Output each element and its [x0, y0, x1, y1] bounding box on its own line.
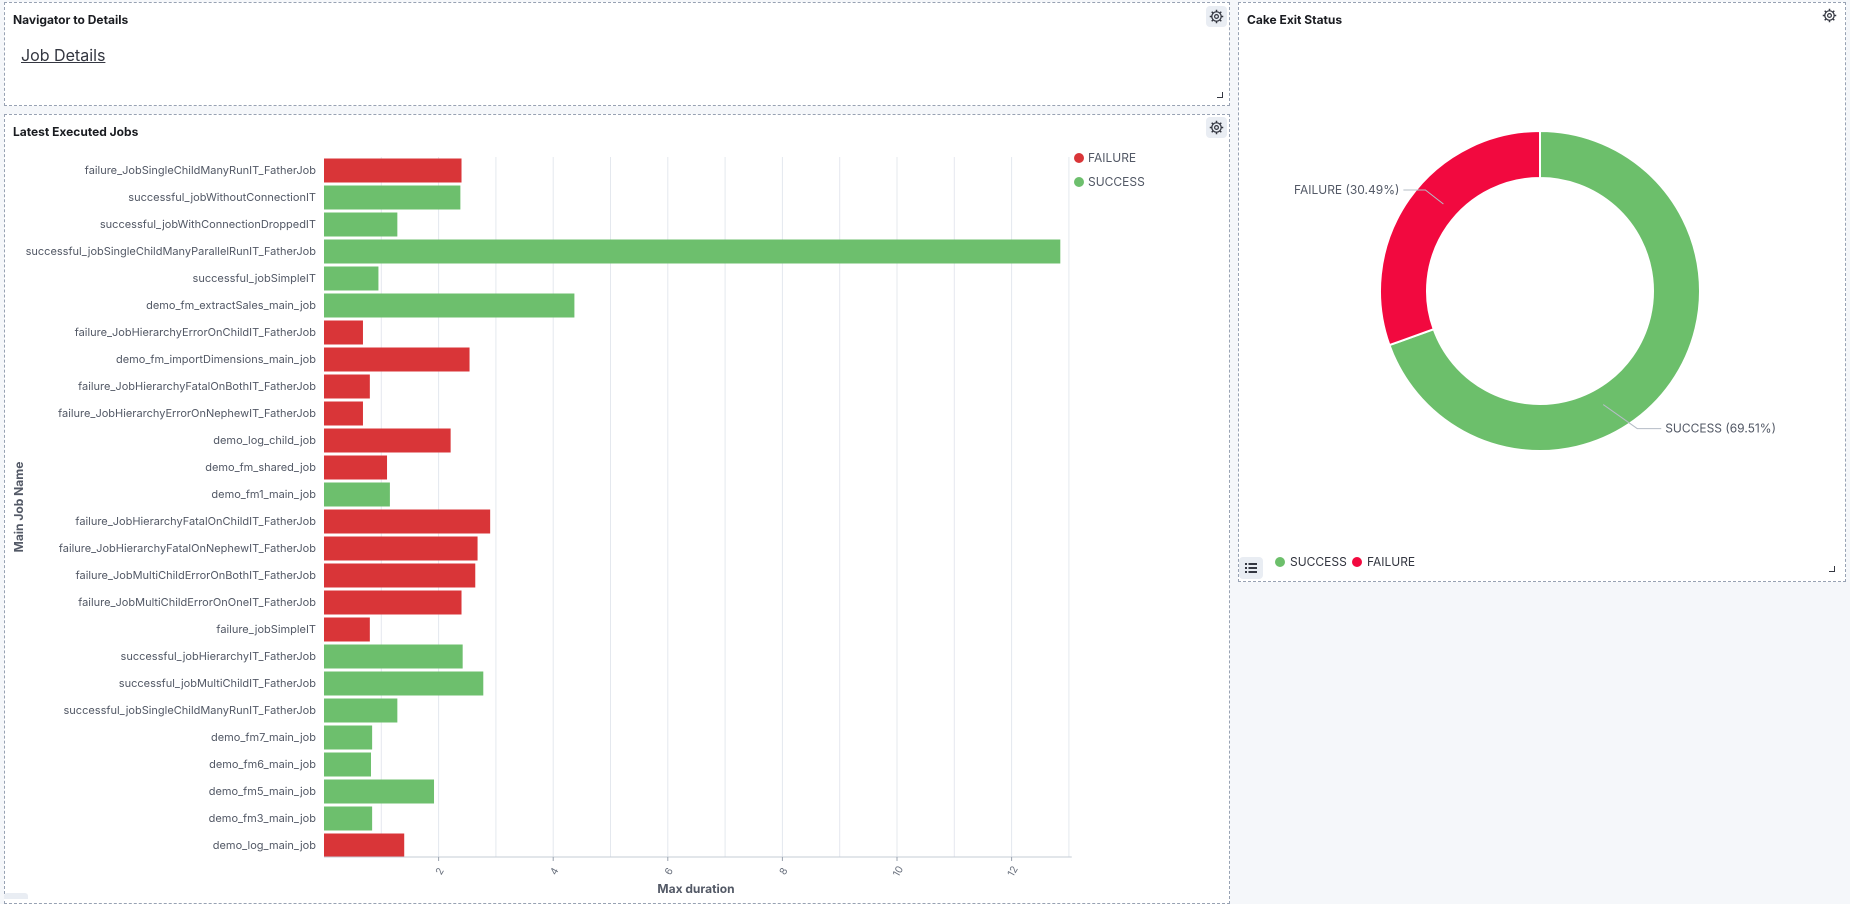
bar	[324, 320, 363, 345]
bar	[324, 374, 370, 399]
category-label: failure_JobHierarchyFatalOnNephewIT_Fath…	[59, 541, 316, 555]
gear-icon	[1209, 120, 1224, 135]
latest-jobs-bar-chart: failure_JobSingleChildManyRunIT_FatherJo…	[11, 150, 1145, 896]
category-label: successful_jobSingleChildManyRunIT_Fathe…	[64, 703, 317, 717]
latest-jobs-options-button[interactable]	[1206, 117, 1227, 138]
pie-legend-success-label: SUCCESS	[1290, 554, 1347, 569]
x-tick-label: 4	[548, 866, 562, 878]
bar	[324, 347, 470, 372]
category-label: failure_JobHierarchyFatalOnChildIT_Fathe…	[75, 514, 316, 528]
bar	[324, 509, 491, 534]
cake-options-button[interactable]	[1819, 5, 1840, 26]
category-label: demo_fm6_main_job	[209, 757, 316, 771]
success-dot-icon	[1275, 556, 1285, 567]
navigator-panel: Navigator to Details Job Details	[4, 2, 1230, 106]
category-label: demo_fm3_main_job	[209, 811, 317, 825]
y-axis-label: Main Job Name	[11, 462, 26, 553]
bar	[324, 833, 405, 858]
category-label: demo_fm_importDimensions_main_job	[116, 352, 316, 366]
bar	[324, 293, 575, 318]
navigator-options-button[interactable]	[1206, 6, 1227, 27]
slice-success	[1388, 129, 1701, 452]
category-label: failure_JobHierarchyErrorOnChildIT_Fathe…	[75, 325, 317, 339]
gear-icon	[1822, 8, 1837, 23]
category-label: demo_fm7_main_job	[211, 730, 316, 744]
bar	[324, 671, 484, 696]
category-label: failure_JobMultiChildErrorOnBothIT_Fathe…	[76, 568, 317, 582]
legend-label: SUCCESS	[1088, 174, 1145, 189]
bar	[324, 401, 363, 426]
bar-chart-legend: FAILURE SUCCESS	[1074, 150, 1145, 189]
bar	[324, 779, 435, 804]
category-label: failure_JobSingleChildManyRunIT_FatherJo…	[85, 163, 316, 177]
bar	[324, 185, 461, 210]
bar	[324, 725, 373, 750]
bar	[324, 752, 371, 777]
list-icon	[1245, 563, 1257, 573]
category-label: demo_fm_shared_job	[205, 460, 316, 474]
resize-handle[interactable]	[1217, 92, 1223, 98]
resize-handle[interactable]	[1829, 566, 1835, 572]
success-slice-label: SUCCESS (69.51%)	[1665, 421, 1776, 436]
bar	[324, 617, 370, 642]
category-label: successful_jobSimpleIT	[193, 271, 316, 285]
x-tick-label: 2	[433, 866, 446, 877]
pie-legend-failure-label: FAILURE	[1367, 554, 1416, 569]
success-leader-line	[1602, 404, 1662, 430]
x-tick-label: 10	[891, 864, 907, 879]
category-label: successful_jobSingleChildManyParallelRun…	[26, 244, 317, 258]
category-label: successful_jobMultiChildIT_FatherJob	[119, 676, 316, 690]
category-label: demo_fm1_main_job	[211, 487, 316, 501]
pie-legend-failure[interactable]: FAILURE	[1352, 554, 1415, 569]
bar	[324, 455, 388, 480]
gear-icon	[1209, 9, 1224, 24]
failure-dot-icon	[1352, 556, 1362, 567]
bar	[324, 644, 463, 669]
bar	[324, 482, 390, 507]
category-label: demo_log_main_job	[213, 838, 316, 852]
cake-panel-title: Cake Exit Status	[1247, 12, 1343, 27]
job-details-link[interactable]: Job Details	[21, 45, 106, 65]
success-legend-dot-icon	[1074, 177, 1084, 187]
bar	[324, 212, 398, 237]
legend-label: FAILURE	[1088, 150, 1136, 165]
bar	[324, 266, 379, 291]
bar	[324, 239, 1061, 264]
cake-exit-status-panel: Cake Exit Status SUCCESS FAILURE	[1238, 2, 1846, 582]
category-label: failure_JobHierarchyFatalOnBothIT_Father…	[78, 379, 316, 393]
category-label: demo_fm5_main_job	[209, 784, 316, 798]
navigator-panel-title: Navigator to Details	[13, 12, 129, 27]
bar	[324, 590, 462, 615]
category-label: demo_fm_extractSales_main_job	[146, 298, 316, 312]
failure-leader-line	[1403, 189, 1444, 205]
pie-legend-success[interactable]: SUCCESS	[1275, 554, 1347, 569]
slice-failure	[1379, 129, 1541, 347]
cake-donut-chart: SUCCESS (69.51%) FAILURE (30.49%)	[1294, 129, 1776, 452]
x-tick-label: 12	[1005, 864, 1020, 879]
latest-jobs-panel-title: Latest Executed Jobs	[13, 124, 139, 139]
x-axis-label: Max duration	[657, 881, 734, 896]
bar	[324, 428, 451, 453]
x-tick-label: 6	[662, 866, 675, 877]
legend-toggle-button[interactable]	[1239, 557, 1263, 579]
category-label: successful_jobWithConnectionDroppedIT	[100, 217, 316, 231]
category-label: successful_jobWithoutConnectionIT	[128, 190, 316, 204]
bar	[324, 158, 462, 183]
x-tick-label: 8	[777, 866, 790, 877]
bar	[324, 698, 398, 723]
panel-footer-tab[interactable]	[4, 893, 28, 899]
bar	[324, 536, 478, 561]
category-label: demo_log_child_job	[213, 433, 316, 447]
bar	[324, 563, 476, 588]
category-label: failure_JobHierarchyErrorOnNephewIT_Fath…	[58, 406, 316, 420]
bar	[324, 806, 373, 831]
failure-legend-dot-icon	[1074, 153, 1084, 163]
category-label: failure_JobMultiChildErrorOnOneIT_Father…	[78, 595, 316, 609]
failure-slice-label: FAILURE (30.49%)	[1294, 182, 1399, 197]
category-label: failure_jobSimpleIT	[216, 622, 316, 636]
category-label: successful_jobHierarchyIT_FatherJob	[121, 649, 317, 663]
